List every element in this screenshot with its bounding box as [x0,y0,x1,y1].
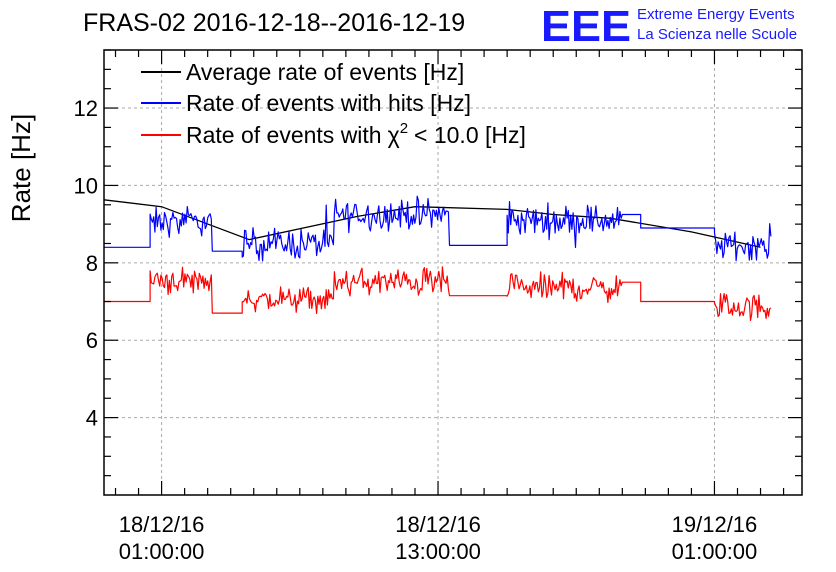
grid-lines [104,50,802,495]
x-tick-label-time: 13:00:00 [395,539,481,564]
x-tick-label-time: 01:00:00 [119,539,205,564]
logo-mark: EEE [541,2,631,51]
plot-border [103,49,803,496]
series-line-hits [104,195,772,262]
y-tick-label: 8 [86,251,98,276]
eee-logo: EEE Extreme Energy Events La Scienza nel… [541,2,797,51]
x-tick-label-date: 18/12/16 [395,512,481,537]
legend-chi-symbol: χ [388,122,400,148]
y-tick-label: 6 [86,328,98,353]
y-axis-title: Rate [Hz] [6,114,36,222]
legend-label-chi2-tail: < 10.0 [Hz] [414,122,526,148]
x-tick-label-date: 19/12/16 [672,512,758,537]
legend-label-chi2-text: Rate of events with [186,122,382,148]
chart-title: FRAS-02 2016-12-18--2016-12-19 [83,9,465,37]
legend-label-chi2: Rate of events with χ2 < 10.0 [Hz] [186,120,526,148]
x-tick-label-time: 01:00:00 [672,539,758,564]
axis-ticks [104,49,802,495]
series-layer [104,195,772,321]
y-tick-label: 10 [74,173,98,198]
logo-line1: Extreme Energy Events [637,6,795,23]
logo-line2: La Scienza nelle Scuole [637,26,797,43]
plot-frame [103,49,803,496]
legend-chi-sup: 2 [400,120,408,137]
legend-label-average: Average rate of events [Hz] [186,59,464,85]
series-line-average [104,199,761,248]
y-tick-label: 12 [74,96,98,121]
y-tick-label: 4 [86,406,98,431]
x-tick-label-date: 18/12/16 [119,512,205,537]
legend: Average rate of events [Hz] Rate of even… [141,59,526,148]
tick-labels: 468101218/12/1601:00:0018/12/1613:00:001… [74,96,758,564]
series-line-chi2 [104,266,772,321]
legend-label-hits: Rate of events with hits [Hz] [186,90,471,116]
